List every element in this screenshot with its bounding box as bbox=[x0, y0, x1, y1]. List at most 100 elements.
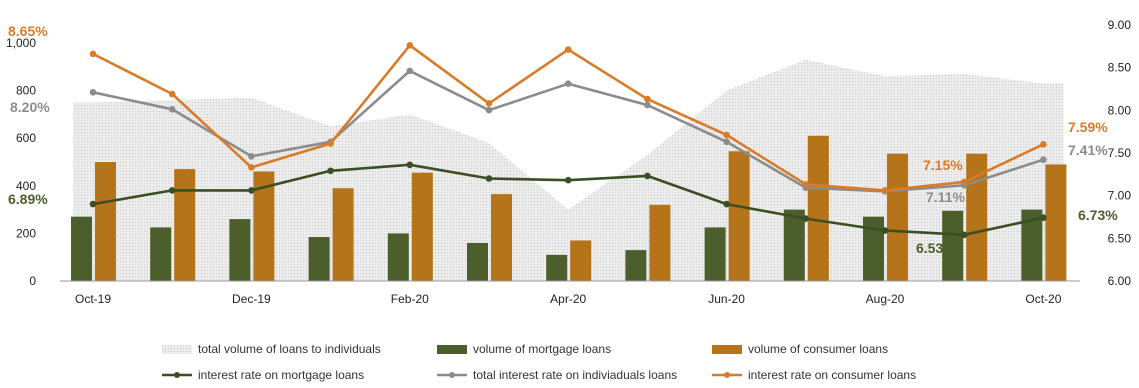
mortgage-rate-point bbox=[485, 175, 493, 182]
y-left-tick-label: 1,000 bbox=[6, 36, 36, 50]
total-rate-point bbox=[1040, 156, 1047, 163]
legend-bar-swatch bbox=[437, 345, 467, 354]
mortgage-rate-point bbox=[723, 200, 730, 208]
legend-line-marker bbox=[449, 372, 455, 378]
value-label: 7.15% bbox=[923, 157, 963, 173]
x-tick-label: Oct-20 bbox=[1025, 292, 1061, 306]
value-label: 7.11% bbox=[926, 189, 965, 205]
y-left-tick-label: 0 bbox=[29, 274, 36, 288]
mortgage-volume-bar bbox=[1021, 209, 1043, 281]
value-label: 8.65% bbox=[8, 23, 48, 39]
mortgage-rate-point bbox=[406, 161, 414, 169]
consumer-volume-bar bbox=[807, 135, 829, 281]
mortgage-volume-bar bbox=[387, 233, 409, 281]
y-right-tick-label: 6.50 bbox=[1108, 231, 1132, 245]
mortgage-rate-point bbox=[89, 200, 97, 208]
value-label: 6.73% bbox=[1078, 207, 1118, 223]
legend-label: total volume of loans to individuals bbox=[198, 342, 381, 356]
y-right-tick-label: 6.00 bbox=[1108, 274, 1132, 288]
legend-label: interest rate on mortgage loans bbox=[198, 368, 364, 382]
legend-label: volume of mortgage loans bbox=[473, 342, 611, 356]
value-label: 7.41% bbox=[1068, 142, 1108, 158]
mortgage-volume-bar bbox=[942, 210, 964, 281]
consumer-rate-point bbox=[1040, 141, 1047, 148]
mortgage-volume-bar bbox=[625, 250, 647, 281]
consumer-rate-point bbox=[644, 95, 651, 103]
value-label: 6.53% bbox=[916, 240, 956, 256]
mortgage-volume-bar bbox=[783, 209, 805, 281]
value-label: 6.89% bbox=[8, 191, 48, 207]
legend-area-swatch bbox=[162, 345, 192, 354]
consumer-rate-point bbox=[248, 164, 255, 171]
legend-label: total interest rate on indiviaduals loan… bbox=[473, 368, 677, 382]
value-label: 7.59% bbox=[1068, 119, 1108, 135]
y-right-tick-label: 7.50 bbox=[1108, 146, 1132, 160]
total-rate-point bbox=[406, 67, 414, 75]
consumer-volume-bar bbox=[491, 194, 512, 281]
mortgage-rate-point bbox=[644, 172, 651, 180]
consumer-volume-bar bbox=[95, 162, 116, 281]
total-rate-point bbox=[723, 138, 730, 146]
consumer-volume-bar bbox=[253, 171, 275, 281]
consumer-volume-bar bbox=[1045, 164, 1067, 281]
mortgage-rate-point bbox=[564, 176, 572, 184]
legend-line-marker bbox=[174, 372, 180, 378]
x-tick-label: Aug-20 bbox=[866, 292, 905, 306]
y-left-tick-label: 200 bbox=[16, 226, 36, 240]
mortgage-rate-point bbox=[1040, 214, 1047, 221]
y-right-tick-label: 8.00 bbox=[1108, 103, 1132, 117]
mortgage-rate-point bbox=[168, 187, 176, 194]
mortgage-rate-point bbox=[960, 231, 968, 239]
x-tick-label: Feb-20 bbox=[391, 292, 429, 306]
consumer-volume-bar bbox=[332, 188, 354, 281]
x-tick-label: Jun-20 bbox=[708, 292, 745, 306]
y-right-tick-label: 8.50 bbox=[1108, 61, 1132, 75]
total-rate-point bbox=[248, 153, 255, 160]
total-volume-area bbox=[73, 59, 1064, 282]
consumer-rate-point bbox=[881, 187, 889, 194]
consumer-rate-point bbox=[327, 140, 334, 147]
consumer-rate-point bbox=[168, 90, 176, 98]
mortgage-volume-bar bbox=[229, 219, 251, 281]
mortgage-rate-point bbox=[802, 215, 810, 222]
total-rate-point bbox=[89, 89, 97, 96]
consumer-rate-point bbox=[89, 50, 97, 58]
total-rate-point bbox=[564, 80, 572, 87]
mortgage-rate-point bbox=[248, 187, 255, 194]
total-rate-point bbox=[168, 106, 176, 113]
legend-bar-swatch bbox=[712, 345, 742, 354]
mortgage-rate-point bbox=[327, 167, 334, 175]
consumer-rate-point bbox=[960, 178, 968, 186]
mortgage-volume-bar bbox=[704, 227, 726, 281]
value-label: 8.20% bbox=[10, 99, 50, 115]
legend-label: volume of consumer loans bbox=[748, 342, 888, 356]
consumer-rate-point bbox=[406, 42, 414, 49]
consumer-volume-bar bbox=[966, 153, 988, 281]
consumer-rate-point bbox=[564, 46, 572, 53]
mortgage-volume-bar bbox=[71, 216, 92, 281]
y-left-tick-label: 400 bbox=[16, 179, 36, 193]
consumer-rate-point bbox=[802, 181, 810, 188]
legend-line-marker bbox=[724, 372, 730, 378]
mortgage-volume-bar bbox=[467, 242, 488, 281]
consumer-volume-bar bbox=[649, 204, 671, 281]
mortgage-volume-bar bbox=[308, 237, 330, 281]
x-tick-label: Dec-19 bbox=[232, 292, 271, 306]
x-tick-label: Oct-19 bbox=[75, 292, 111, 306]
mortgage-volume-bar bbox=[546, 254, 568, 281]
y-left-tick-label: 800 bbox=[16, 84, 36, 98]
consumer-volume-bar bbox=[174, 169, 196, 281]
consumer-volume-bar bbox=[728, 151, 750, 281]
total-rate-point bbox=[644, 101, 651, 109]
consumer-volume-bar bbox=[570, 240, 592, 281]
consumer-rate-point bbox=[485, 100, 493, 107]
y-left-tick-label: 600 bbox=[16, 131, 36, 145]
legend-label: interest rate on consumer loans bbox=[748, 368, 916, 382]
mortgage-volume-bar bbox=[150, 227, 172, 281]
x-tick-label: Apr-20 bbox=[550, 292, 586, 306]
y-right-tick-label: 7.00 bbox=[1108, 189, 1132, 203]
consumer-rate-point bbox=[723, 131, 730, 139]
total-rate-point bbox=[485, 106, 493, 114]
consumer-volume-bar bbox=[887, 153, 908, 281]
